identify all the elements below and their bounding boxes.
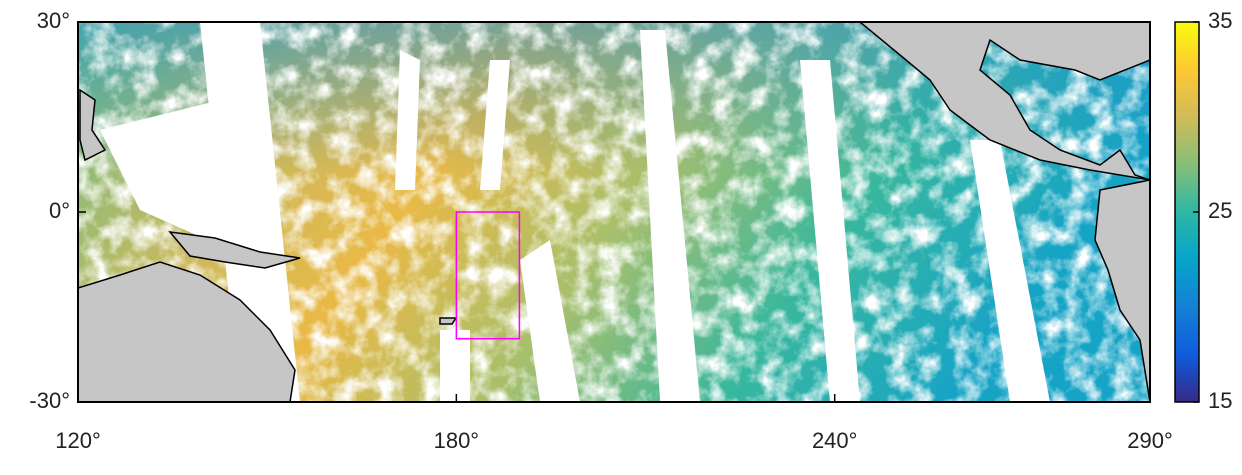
x-tick-label: 180°: [434, 428, 480, 453]
y-tick-label: 0°: [49, 198, 70, 223]
sst-field: [78, 22, 1150, 402]
colorbar-tick-label: 15: [1208, 388, 1232, 413]
region-box: [455, 211, 521, 340]
x-tick-label: 120°: [55, 428, 101, 453]
colorbar-tick-label: 35: [1208, 8, 1232, 33]
y-tick-label: 30°: [37, 8, 70, 33]
x-tick-label: 240°: [812, 428, 858, 453]
y-tick-label: -30°: [29, 388, 70, 413]
x-tick-label: 290°: [1127, 428, 1173, 453]
colorbar-tick-label: 25: [1208, 198, 1232, 223]
